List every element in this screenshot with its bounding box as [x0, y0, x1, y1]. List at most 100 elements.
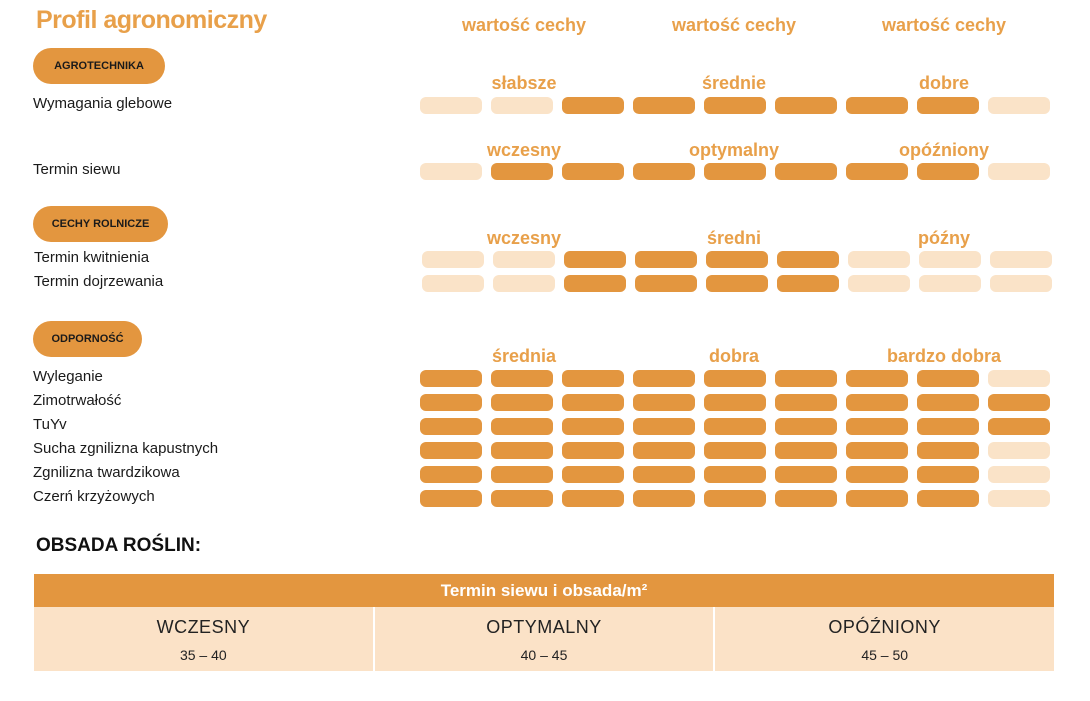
- rating-bar-filled: [704, 97, 766, 114]
- rating-bar-filled: [704, 490, 766, 507]
- rating-bar-filled: [704, 418, 766, 435]
- density-table-body: WCZESNY 35 – 40 OPTYMALNY 40 – 45 OPÓŹNI…: [34, 607, 1054, 671]
- density-column-name: WCZESNY: [156, 617, 251, 637]
- rating-bar-empty: [493, 275, 555, 292]
- rating-bar-empty: [848, 275, 910, 292]
- scale-label-low: wczesny: [486, 140, 562, 160]
- rating-bar-empty: [988, 97, 1050, 114]
- rating-bar-filled: [491, 442, 553, 459]
- scale-label-low: słabsze: [491, 73, 557, 93]
- rating-bar-filled: [562, 442, 624, 459]
- rating-bar-filled: [420, 394, 482, 411]
- rating-bar-filled: [420, 490, 482, 507]
- section-badge-cechy-rolnicze: CECHY ROLNICZE: [33, 206, 168, 242]
- rating-bar-filled: [564, 275, 626, 292]
- scale-label-high: dobre: [918, 73, 969, 93]
- rating-bar-filled: [846, 418, 908, 435]
- density-column-value: 40 – 45: [520, 647, 568, 663]
- rating-bar-filled: [420, 370, 482, 387]
- rating-bar-filled: [562, 163, 624, 180]
- rating-bar-filled: [562, 418, 624, 435]
- trait-rating-bars: [420, 97, 1050, 114]
- trait-rating-bars: [420, 163, 1050, 180]
- rating-bar-empty: [988, 490, 1050, 507]
- rating-bar-filled: [704, 370, 766, 387]
- rating-bar-filled: [633, 163, 695, 180]
- rating-bar-filled: [562, 490, 624, 507]
- trait-rating-bars: [420, 394, 1050, 411]
- section-badge-agrotechnika: AGROTECHNIKA: [33, 48, 165, 84]
- trait-label: Wyleganie: [33, 368, 103, 385]
- trait-label: Termin siewu: [33, 161, 121, 178]
- rating-bar-filled: [564, 251, 626, 268]
- trait-label: TuYv: [33, 416, 67, 433]
- rating-bar-filled: [491, 418, 553, 435]
- rating-bar-filled: [706, 275, 768, 292]
- rating-bar-filled: [633, 370, 695, 387]
- rating-bar-filled: [917, 163, 979, 180]
- rating-bar-filled: [917, 490, 979, 507]
- page-title: Profil agronomiczny: [36, 6, 267, 34]
- rating-bar-filled: [635, 275, 697, 292]
- trait-label: Sucha zgnilizna kapustnych: [33, 440, 219, 457]
- density-table-title: Termin siewu i obsada/m²: [34, 574, 1054, 607]
- trait-rating-bars: [420, 418, 1050, 435]
- rating-bar-filled: [846, 370, 908, 387]
- trait-rating-bars: [422, 275, 1052, 292]
- rating-bar-empty: [420, 97, 482, 114]
- rating-bar-empty: [990, 251, 1052, 268]
- trait-label: Czerń krzyżowych: [33, 488, 155, 505]
- rating-bar-filled: [846, 163, 908, 180]
- rating-bar-empty: [422, 275, 484, 292]
- rating-bar-filled: [633, 442, 695, 459]
- rating-bar-empty: [848, 251, 910, 268]
- scale-label-mid: średnie: [701, 73, 767, 93]
- scale-label-low: wczesny: [486, 228, 562, 248]
- rating-bar-empty: [493, 251, 555, 268]
- rating-bar-filled: [491, 490, 553, 507]
- scale-label-high: bardzo dobra: [886, 346, 1001, 366]
- density-column-optimal: OPTYMALNY 40 – 45: [372, 607, 714, 671]
- rating-bar-filled: [633, 97, 695, 114]
- rating-bar-filled: [420, 418, 482, 435]
- section-badge-odpornosc: ODPORNOŚĆ: [33, 321, 142, 357]
- rating-bar-filled: [704, 163, 766, 180]
- rating-bar-filled: [633, 490, 695, 507]
- rating-bar-filled: [491, 163, 553, 180]
- rating-bar-filled: [988, 418, 1050, 435]
- trait-label: Zimotrwałość: [33, 392, 122, 409]
- rating-bar-filled: [562, 97, 624, 114]
- rating-bar-empty: [988, 442, 1050, 459]
- rating-bar-filled: [777, 251, 839, 268]
- density-column-value: 35 – 40: [179, 647, 227, 663]
- rating-bar-empty: [990, 275, 1052, 292]
- rating-bar-filled: [633, 394, 695, 411]
- rating-bar-filled: [562, 466, 624, 483]
- trait-rating-bars: [420, 370, 1050, 387]
- rating-bar-filled: [704, 442, 766, 459]
- rating-bar-filled: [775, 418, 837, 435]
- scale-label-mid: dobra: [708, 346, 759, 366]
- rating-bar-filled: [917, 418, 979, 435]
- rating-bar-filled: [635, 251, 697, 268]
- rating-bar-empty: [491, 97, 553, 114]
- rating-bar-empty: [988, 466, 1050, 483]
- rating-bar-filled: [562, 394, 624, 411]
- rating-bar-filled: [562, 370, 624, 387]
- rating-bar-filled: [491, 370, 553, 387]
- rating-bar-filled: [420, 442, 482, 459]
- rating-bar-filled: [777, 275, 839, 292]
- rating-bar-empty: [919, 275, 981, 292]
- rating-bar-filled: [846, 394, 908, 411]
- scale-label-high: opóźniony: [899, 140, 989, 160]
- rating-bar-empty: [420, 163, 482, 180]
- rating-bar-filled: [704, 466, 766, 483]
- rating-bar-filled: [775, 490, 837, 507]
- rating-bar-empty: [919, 251, 981, 268]
- value-header-2: wartość cechy: [671, 15, 797, 35]
- rating-bar-filled: [846, 490, 908, 507]
- scale-label-high: późny: [918, 228, 970, 248]
- rating-bar-filled: [775, 163, 837, 180]
- rating-bar-filled: [775, 394, 837, 411]
- density-column-early: WCZESNY 35 – 40: [34, 607, 373, 671]
